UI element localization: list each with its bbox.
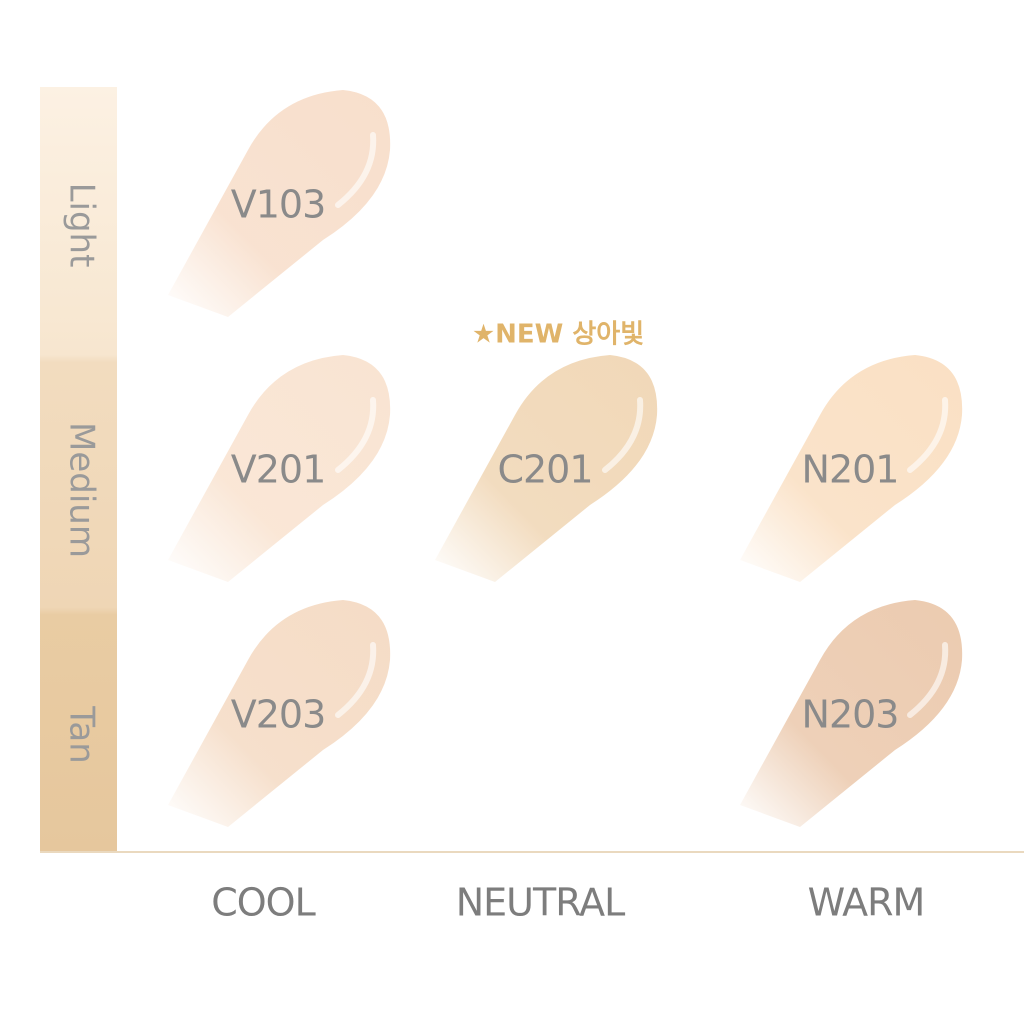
column-label: COOL	[211, 881, 315, 925]
swatch: N201	[740, 355, 963, 582]
new-badge: ★NEW 상아빛	[472, 320, 644, 350]
swatch-shine	[907, 397, 949, 473]
swatch-smear	[168, 600, 391, 827]
swatch: C201	[435, 355, 658, 582]
swatch-shine	[907, 642, 949, 718]
swatch: V203	[168, 600, 391, 827]
swatch: N203	[740, 600, 963, 827]
swatch-smear	[740, 600, 963, 827]
column-label: NEUTRAL	[456, 881, 625, 925]
row-label: Light	[62, 183, 102, 268]
swatch-smear	[168, 355, 391, 582]
column-label: WARM	[808, 881, 925, 925]
swatch: V103	[168, 90, 391, 317]
swatch-label: V203	[231, 693, 326, 737]
swatch-label: C201	[497, 448, 592, 492]
row-label: Tan	[62, 705, 102, 764]
swatch-label: N201	[802, 448, 899, 492]
swatch-shine	[335, 132, 377, 208]
swatch-shine	[602, 397, 644, 473]
swatch-label: V103	[231, 183, 326, 227]
swatch-label: V201	[231, 448, 326, 492]
swatch-label: N203	[802, 693, 899, 737]
row-label: Medium	[62, 422, 102, 558]
swatch-smear	[168, 90, 391, 317]
swatch-smear	[740, 355, 963, 582]
depth-bar	[40, 87, 117, 852]
swatch-smear	[435, 355, 658, 582]
swatch-shine	[335, 397, 377, 473]
swatch-shine	[335, 642, 377, 718]
swatch: V201	[168, 355, 391, 582]
